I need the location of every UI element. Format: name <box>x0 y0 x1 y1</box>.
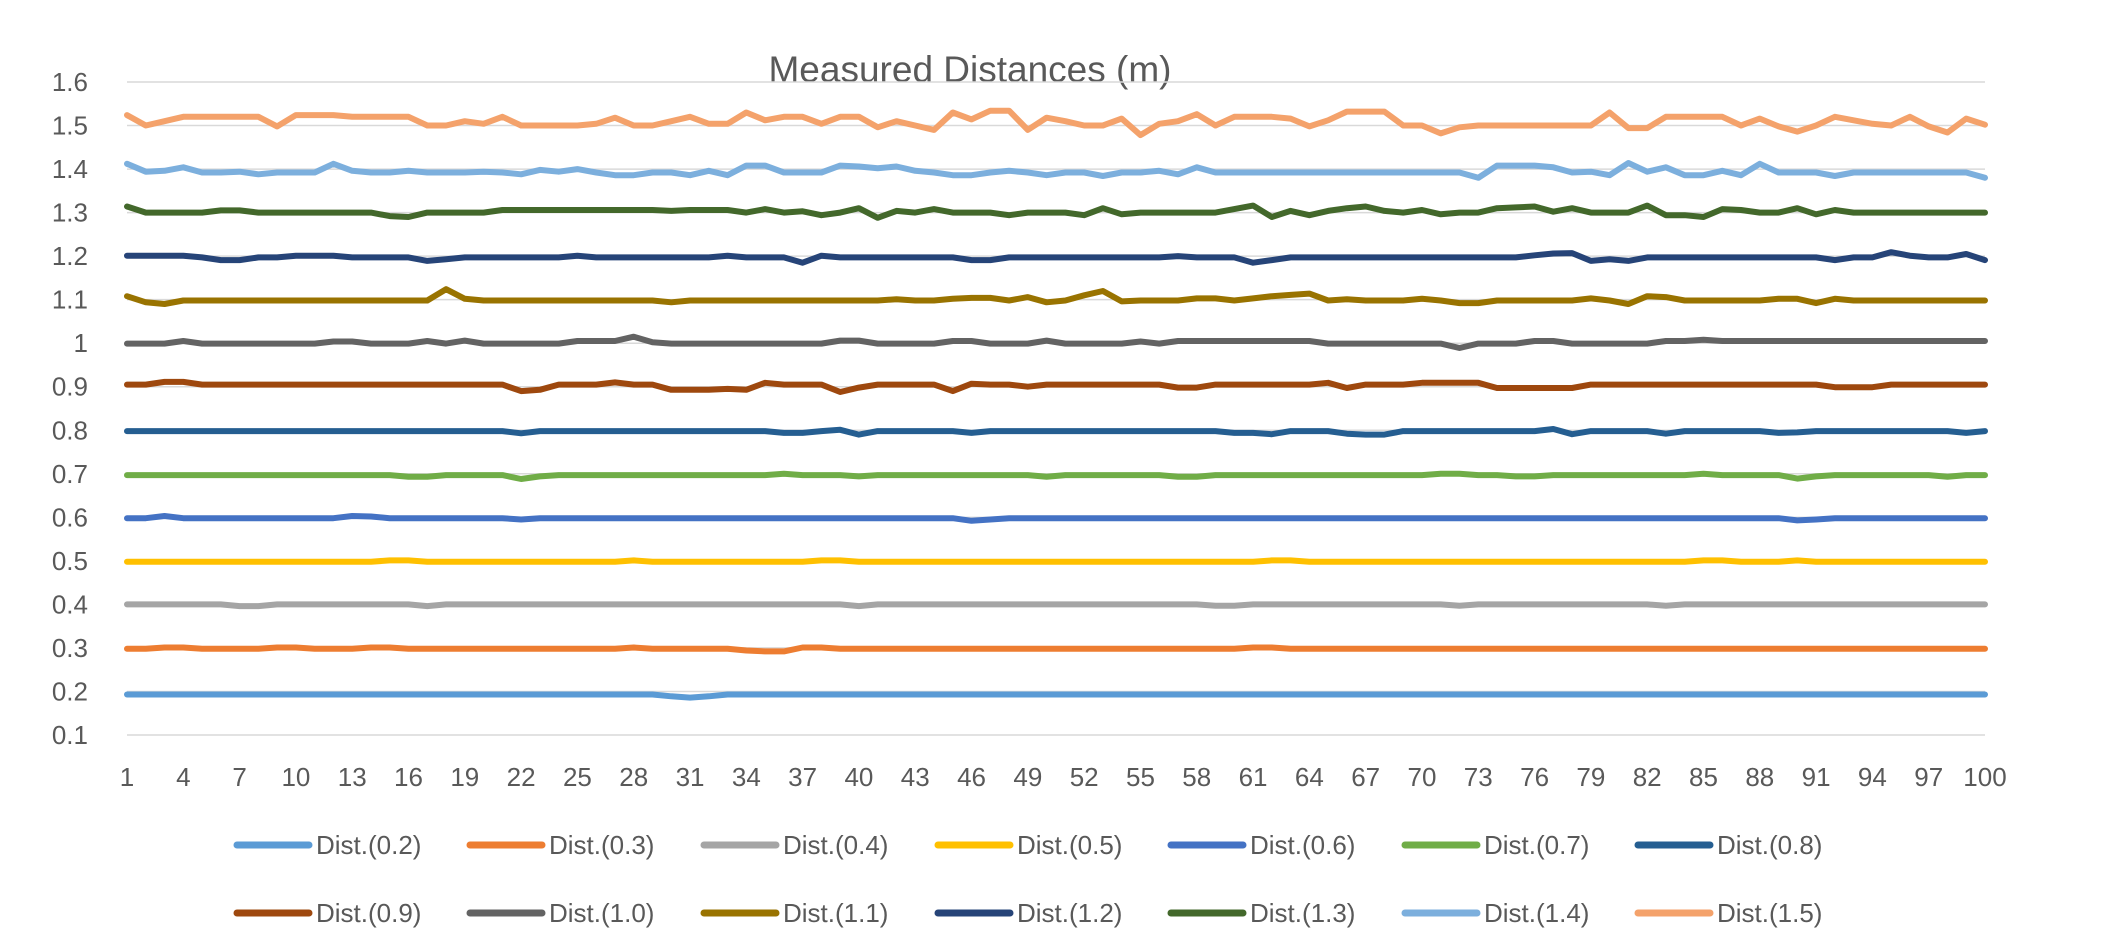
x-axis: 1 4 7 10 13 16 19 22 25 28 31 34 37 40 43 46 49 52 55 58 61 6… <box>120 762 2007 792</box>
gridlines <box>127 81 1985 736</box>
y-tick-label: 1.2 <box>52 241 88 271</box>
y-tick-label: 0.8 <box>52 415 88 445</box>
legend-label: Dist.(0.7) <box>1484 830 1589 860</box>
series-line <box>124 333 1988 351</box>
x-tick-label: 100 <box>1963 762 2006 792</box>
y-tick-label: 0.5 <box>52 546 88 576</box>
legend-label: Dist.(0.9) <box>316 898 421 928</box>
y-tick-label: 0.6 <box>52 502 88 532</box>
y-tick-label: 0.7 <box>52 459 88 489</box>
series-line <box>124 691 1988 701</box>
series-line <box>124 202 1988 221</box>
series-line <box>124 426 1988 438</box>
x-tick-label: 1 <box>120 762 134 792</box>
legend-label: Dist.(1.3) <box>1250 898 1355 928</box>
x-tick-label: 31 <box>676 762 705 792</box>
series-line <box>124 644 1988 655</box>
y-tick-label: 1.5 <box>52 111 88 141</box>
x-tick-label: 7 <box>232 762 246 792</box>
y-tick-label: 1.3 <box>52 198 88 228</box>
x-tick-label: 40 <box>844 762 873 792</box>
x-tick-label: 13 <box>338 762 367 792</box>
series-line <box>124 470 1988 482</box>
series-lines <box>124 107 1988 701</box>
legend-label: Dist.(1.1) <box>783 898 888 928</box>
y-axis: 0.1 0.2 0.3 0.4 0.5 0.6 0.7 0.8 0.9 1 1.1 1.2 1.3 1.4… <box>52 67 88 750</box>
series-line <box>124 378 1988 395</box>
legend-label: Dist.(0.5) <box>1017 830 1122 860</box>
x-tick-label: 97 <box>1914 762 1943 792</box>
y-tick-label: 1 <box>74 328 88 358</box>
y-tick-label: 0.4 <box>52 589 88 619</box>
x-tick-label: 82 <box>1633 762 1662 792</box>
series-line <box>124 249 1988 266</box>
x-tick-label: 43 <box>901 762 930 792</box>
x-tick-label: 61 <box>1239 762 1268 792</box>
x-tick-label: 55 <box>1126 762 1155 792</box>
x-tick-label: 76 <box>1520 762 1549 792</box>
y-tick-label: 1.1 <box>52 285 88 315</box>
y-tick-label: 1.6 <box>52 67 88 97</box>
x-tick-label: 70 <box>1408 762 1437 792</box>
x-tick-label: 28 <box>619 762 648 792</box>
legend-label: Dist.(0.6) <box>1250 830 1355 860</box>
series-line <box>124 601 1988 610</box>
y-tick-label: 0.9 <box>52 372 88 402</box>
series-line <box>124 286 1988 307</box>
series-line <box>124 160 1988 181</box>
x-tick-label: 10 <box>281 762 310 792</box>
y-tick-label: 0.3 <box>52 633 88 663</box>
series-line <box>124 513 1988 524</box>
x-tick-label: 25 <box>563 762 592 792</box>
legend-label: Dist.(0.8) <box>1717 830 1822 860</box>
y-tick-label: 0.1 <box>52 720 88 750</box>
series-line <box>124 107 1988 139</box>
x-tick-label: 64 <box>1295 762 1324 792</box>
x-tick-label: 73 <box>1464 762 1493 792</box>
x-tick-label: 52 <box>1070 762 1099 792</box>
legend-label: Dist.(0.4) <box>783 830 888 860</box>
x-tick-label: 58 <box>1182 762 1211 792</box>
x-tick-label: 88 <box>1745 762 1774 792</box>
x-tick-label: 49 <box>1013 762 1042 792</box>
x-tick-label: 16 <box>394 762 423 792</box>
x-tick-label: 85 <box>1689 762 1718 792</box>
legend-label: Dist.(0.2) <box>316 830 421 860</box>
x-tick-label: 19 <box>450 762 479 792</box>
x-tick-label: 67 <box>1351 762 1380 792</box>
legend-label: Dist.(1.5) <box>1717 898 1822 928</box>
legend-label: Dist.(1.2) <box>1017 898 1122 928</box>
legend: Dist.(0.2) Dist.(0.3) Dist.(0.4) Dist.(0.5)… <box>233 830 1822 928</box>
legend-label: Dist.(1.4) <box>1484 898 1589 928</box>
x-tick-label: 4 <box>176 762 190 792</box>
legend-label: Dist.(1.0) <box>549 898 654 928</box>
legend-label: Dist.(0.3) <box>549 830 654 860</box>
x-tick-label: 79 <box>1576 762 1605 792</box>
series-line <box>124 557 1988 565</box>
x-tick-label: 37 <box>788 762 817 792</box>
x-tick-label: 46 <box>957 762 986 792</box>
x-tick-label: 22 <box>507 762 536 792</box>
y-tick-label: 1.4 <box>52 154 88 184</box>
x-tick-label: 91 <box>1802 762 1831 792</box>
x-tick-label: 34 <box>732 762 761 792</box>
y-tick-label: 0.2 <box>52 676 88 706</box>
x-tick-label: 94 <box>1858 762 1887 792</box>
chart-title: Measured Distances (m) <box>768 49 1171 90</box>
